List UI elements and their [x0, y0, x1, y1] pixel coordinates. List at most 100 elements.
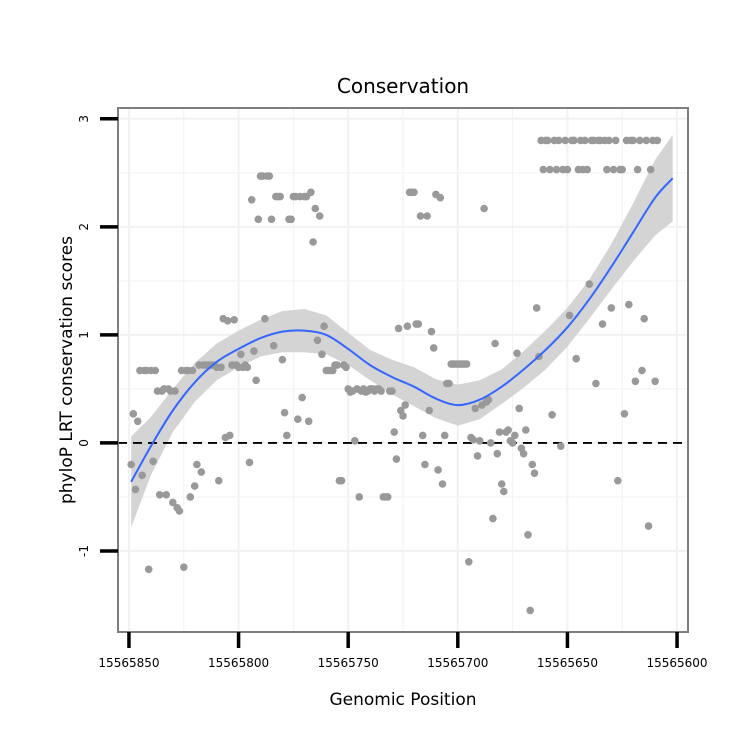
data-point: [230, 316, 238, 324]
x-tick-label: 15565850: [98, 656, 159, 670]
data-point: [495, 428, 504, 436]
data-point: [267, 215, 276, 224]
data-point: [592, 379, 600, 388]
data-point: [598, 320, 607, 328]
data-point: [313, 336, 322, 345]
data-point: [438, 480, 447, 488]
data-point: [489, 514, 497, 523]
data-point: [620, 410, 629, 418]
data-point: [475, 437, 484, 445]
y-tick-label: 0: [77, 439, 91, 447]
data-point: [315, 212, 324, 220]
y-tick-label: 3: [77, 115, 91, 123]
data-point: [642, 136, 651, 145]
x-axis-label: Genomic Position: [329, 690, 476, 710]
data-point: [421, 460, 429, 469]
smooth-line: [130, 177, 674, 483]
data-point: [175, 507, 184, 515]
data-point: [609, 165, 618, 174]
data-point: [423, 212, 431, 220]
data-point: [269, 341, 278, 350]
data-point: [403, 322, 412, 331]
data-point: [640, 314, 648, 323]
data-point: [429, 344, 438, 352]
data-point: [530, 469, 539, 478]
data-point: [618, 165, 626, 174]
data-point: [480, 204, 488, 213]
data-point: [552, 165, 561, 174]
y-axis-label: phyloP LRT conservation scores: [57, 236, 77, 504]
data-point: [162, 491, 170, 499]
data-point: [254, 215, 263, 224]
data-point: [401, 401, 410, 409]
data-point: [497, 480, 506, 488]
data-point: [543, 136, 552, 145]
data-point: [504, 426, 512, 434]
data-point: [557, 442, 565, 451]
data-point: [539, 165, 548, 174]
data-point: [226, 431, 234, 440]
data-point: [436, 193, 445, 202]
data-point: [390, 428, 399, 436]
confidence-band-layer: [131, 135, 673, 528]
data-point: [611, 136, 620, 145]
data-point: [193, 460, 201, 469]
data-point: [355, 493, 364, 501]
data-point: [186, 493, 195, 501]
y-tick-label: -1: [77, 545, 91, 557]
data-point: [646, 165, 655, 174]
data-point: [631, 377, 640, 386]
smooth-line-layer: [130, 177, 674, 483]
data-point: [169, 498, 177, 507]
data-point: [465, 558, 473, 566]
data-point: [425, 406, 434, 415]
data-point: [563, 165, 572, 174]
data-point: [133, 417, 142, 426]
data-point: [129, 410, 138, 418]
confidence-band: [131, 135, 673, 528]
data-point: [651, 377, 659, 386]
data-point: [644, 522, 653, 530]
data-point: [377, 387, 385, 395]
data-points-layer: [127, 136, 662, 615]
data-point: [245, 458, 254, 467]
data-point: [283, 431, 291, 440]
data-point: [636, 136, 644, 145]
data-point: [416, 212, 425, 220]
data-point: [546, 165, 554, 174]
data-point: [171, 387, 179, 395]
data-point: [625, 300, 633, 309]
data-point: [522, 426, 530, 434]
data-point: [294, 415, 302, 424]
data-point: [215, 476, 223, 485]
data-point: [519, 449, 528, 458]
data-point: [394, 324, 403, 333]
data-point: [247, 196, 256, 204]
data-point: [524, 531, 532, 539]
data-point: [311, 204, 320, 213]
y-axis: -1 0 1 2 3: [77, 115, 118, 557]
data-point: [127, 460, 135, 469]
data-point: [265, 172, 274, 180]
data-point: [554, 136, 563, 145]
data-point: [237, 350, 245, 359]
data-point: [484, 395, 493, 404]
data-point: [653, 136, 662, 145]
data-point: [131, 485, 140, 494]
data-point: [383, 493, 392, 501]
data-point: [217, 363, 225, 372]
data-point: [471, 404, 480, 413]
data-point: [180, 563, 188, 571]
data-point: [526, 606, 534, 615]
data-point: [188, 366, 197, 375]
data-point: [307, 188, 315, 197]
data-point: [462, 360, 471, 368]
data-point: [513, 349, 521, 358]
data-point: [298, 393, 307, 402]
data-point: [392, 455, 401, 463]
data-point: [320, 322, 328, 331]
plot-frame: [117, 107, 689, 633]
data-point: [388, 387, 396, 395]
data-point: [561, 136, 569, 145]
